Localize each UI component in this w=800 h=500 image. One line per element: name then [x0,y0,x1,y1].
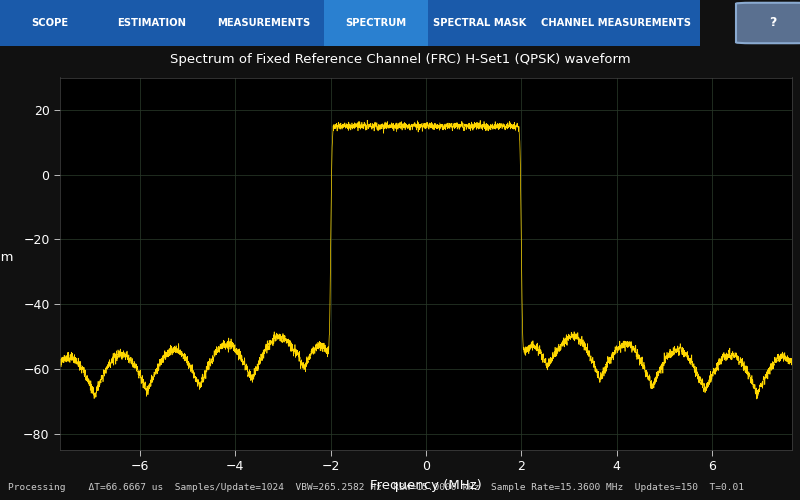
Text: MEASUREMENTS: MEASUREMENTS [218,18,310,28]
Bar [0,0,100,46]
Bar [204,0,324,46]
Text: ?: ? [769,16,777,30]
Bar [532,0,700,46]
X-axis label: Frequency (MHz): Frequency (MHz) [370,479,482,492]
Bar [324,0,428,46]
Bar [428,0,532,46]
Text: Spectrum of Fixed Reference Channel (FRC) H-Set1 (QPSK) waveform: Spectrum of Fixed Reference Channel (FRC… [170,52,630,66]
Text: Processing    ΔT=66.6667 us  Samples/Update=1024  VBW=265.2582 Hz  RBW=15.0000 k: Processing ΔT=66.6667 us Samples/Update=… [8,482,744,492]
Text: SPECTRAL MASK: SPECTRAL MASK [434,18,526,28]
Text: ESTIMATION: ESTIMATION [118,18,186,28]
Text: SPECTRUM: SPECTRUM [346,18,406,28]
Text: SCOPE: SCOPE [31,18,69,28]
Bar [100,0,204,46]
Text: CHANNEL MEASUREMENTS: CHANNEL MEASUREMENTS [541,18,691,28]
FancyBboxPatch shape [736,3,800,43]
Y-axis label: dBm: dBm [0,251,14,264]
